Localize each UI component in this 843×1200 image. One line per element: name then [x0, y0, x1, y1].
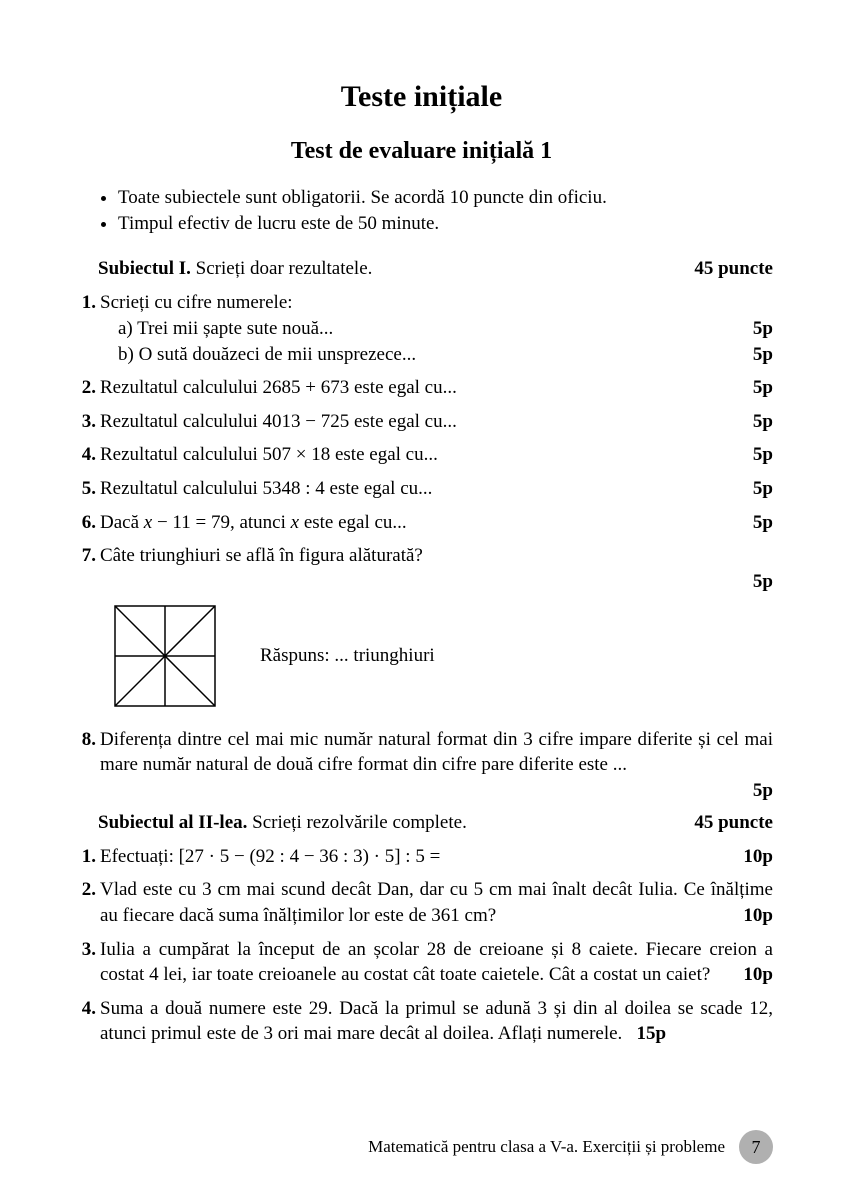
sub-title: Test de evaluare inițială 1: [70, 138, 773, 165]
problem-8: 8. Diferența dintre cel mai mic număr na…: [70, 727, 773, 804]
problem-subitem: a) Trei mii șapte sute nouă...: [118, 316, 753, 342]
problem-number: 3.: [70, 409, 96, 435]
points-label: 5p: [753, 409, 773, 435]
problem-text: Câte triunghiuri se află în figura alătu…: [100, 543, 773, 569]
problem-number: 4.: [70, 442, 96, 468]
problem-number: 4.: [70, 996, 96, 1047]
points-label: 15p: [637, 1023, 667, 1044]
problem-6: 6. Dacă x − 11 = 79, atunci x este egal …: [70, 510, 773, 536]
problem-subitem: b) O sută douăzeci de mii unsprezece...: [118, 342, 753, 368]
section-1-title: Subiectul I.: [98, 258, 191, 279]
instruction-item: Timpul efectiv de lucru este de 50 minut…: [118, 211, 773, 237]
instruction-item: Toate subiectele sunt obligatorii. Se ac…: [118, 185, 773, 211]
problem-number: 6.: [70, 510, 96, 536]
problem-text: Suma a două numere este 29. Dacă la prim…: [100, 996, 773, 1047]
problem-text: Iulia a cumpărat la început de an școlar…: [100, 937, 773, 988]
problem-text: Rezultatul calculului 507 × 18 este egal…: [100, 442, 753, 468]
problem-number: 2.: [70, 375, 96, 401]
points-label: 5p: [753, 476, 773, 502]
s2-problem-2: 2. Vlad este cu 3 cm mai scund decât Dan…: [70, 877, 773, 928]
problem-number: 1.: [70, 290, 96, 367]
problem-text: Diferența dintre cel mai mic număr natur…: [100, 727, 773, 778]
page-footer: Matematică pentru clasa a V-a. Exerciții…: [368, 1130, 773, 1164]
s2-problem-4: 4. Suma a două numere este 29. Dacă la p…: [70, 996, 773, 1047]
problem-5: 5. Rezultatul calculului 5348 : 4 este e…: [70, 476, 773, 502]
section-1-points: 45 puncte: [694, 258, 773, 280]
s2-problem-3: 3. Iulia a cumpărat la început de an șco…: [70, 937, 773, 988]
section-1-subtitle: Scrieți doar rezultatele.: [191, 258, 372, 279]
points-label: 10p: [743, 844, 773, 870]
s2-problem-1: 1. Efectuați: [27 · 5 − (92 : 4 − 36 : 3…: [70, 844, 773, 870]
footer-text: Matematică pentru clasa a V-a. Exerciții…: [368, 1137, 725, 1157]
problem-3: 3. Rezultatul calculului 4013 − 725 este…: [70, 409, 773, 435]
problem-text: Efectuați: [27 · 5 − (92 : 4 − 36 : 3) ·…: [100, 844, 743, 870]
problem-number: 7.: [70, 543, 96, 718]
answer-prompt: Răspuns: ... triunghiuri: [260, 643, 435, 669]
problem-number: 8.: [70, 727, 96, 804]
problem-4: 4. Rezultatul calculului 507 × 18 este e…: [70, 442, 773, 468]
section-2-title: Subiectul al II-lea.: [98, 812, 247, 833]
points-label: 5p: [753, 316, 773, 342]
problem-text: Dacă x − 11 = 79, atunci x este egal cu.…: [100, 510, 753, 536]
page-number: 7: [739, 1130, 773, 1164]
problem-number: 1.: [70, 844, 96, 870]
main-title: Teste inițiale: [70, 80, 773, 114]
section-2-points: 45 puncte: [694, 812, 773, 834]
section-1-header: Subiectul I. Scrieți doar rezultatele. 4…: [98, 258, 773, 280]
problem-number: 5.: [70, 476, 96, 502]
points-label: 5p: [753, 375, 773, 401]
problem-7: 7. Câte triunghiuri se află în figura al…: [70, 543, 773, 718]
section-2-subtitle: Scrieți rezolvările complete.: [247, 812, 466, 833]
problem-text: Vlad este cu 3 cm mai scund decât Dan, d…: [100, 877, 773, 928]
instructions-list: Toate subiectele sunt obligatorii. Se ac…: [100, 185, 773, 236]
problem-text: Rezultatul calculului 2685 + 673 este eg…: [100, 375, 753, 401]
section-2-header: Subiectul al II-lea. Scrieți rezolvările…: [98, 812, 773, 834]
problem-text: Rezultatul calculului 5348 : 4 este egal…: [100, 476, 753, 502]
points-label: 5p: [100, 778, 773, 804]
problem-2: 2. Rezultatul calculului 2685 + 673 este…: [70, 375, 773, 401]
triangle-figure: [110, 601, 220, 711]
problem-text: Scrieți cu cifre numerele:: [100, 290, 773, 316]
points-label: 5p: [753, 442, 773, 468]
problem-1: 1. Scrieți cu cifre numerele: a) Trei mi…: [70, 290, 773, 367]
problem-number: 3.: [70, 937, 96, 988]
problem-text: Rezultatul calculului 4013 − 725 este eg…: [100, 409, 753, 435]
points-label: 5p: [753, 510, 773, 536]
points-label: 5p: [753, 569, 773, 595]
problem-number: 2.: [70, 877, 96, 928]
points-label: 5p: [753, 342, 773, 368]
points-label: 10p: [743, 903, 773, 929]
points-label: 10p: [743, 962, 773, 988]
